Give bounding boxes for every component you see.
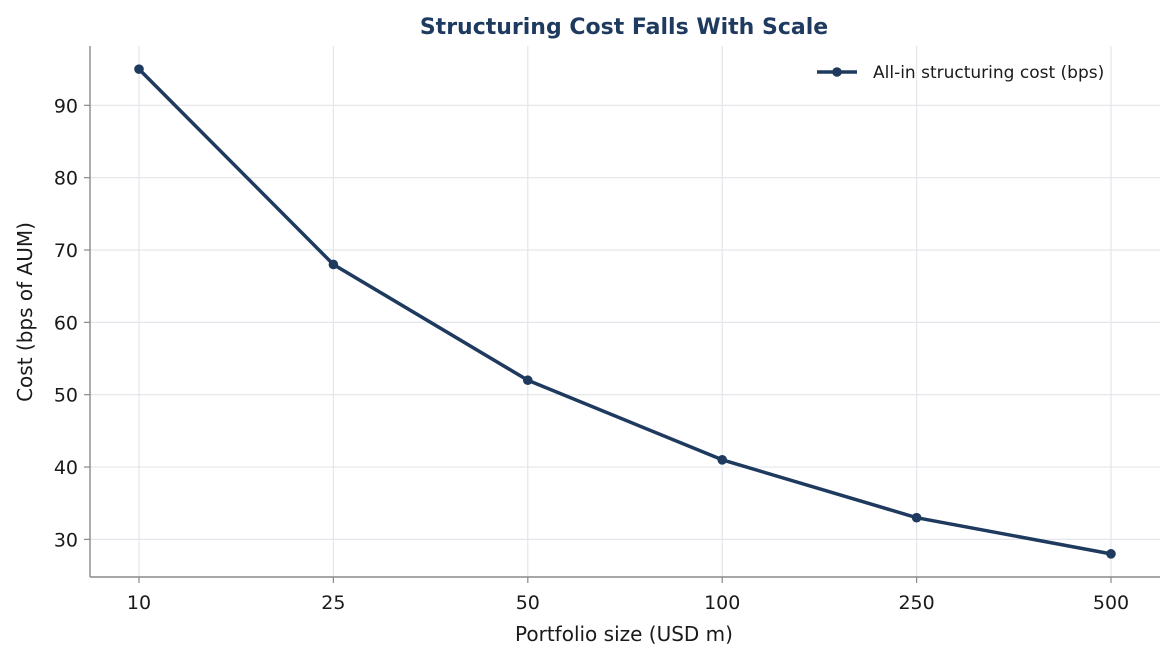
legend: All-in structuring cost (bps) bbox=[817, 63, 1104, 83]
data-point bbox=[717, 455, 727, 465]
legend-marker-swatch bbox=[832, 67, 842, 77]
x-axis-title: Portfolio size (USD m) bbox=[515, 622, 733, 646]
y-tick-label: 30 bbox=[54, 529, 78, 551]
data-point bbox=[328, 259, 339, 270]
y-tick-label: 90 bbox=[54, 95, 78, 117]
grid bbox=[90, 46, 1160, 577]
data-point bbox=[523, 375, 533, 386]
data-point bbox=[911, 512, 922, 523]
x-tick-label: 10 bbox=[127, 592, 151, 614]
x-tick-label: 100 bbox=[704, 592, 740, 614]
axes bbox=[89, 46, 1160, 578]
chart-title: Structuring Cost Falls With Scale bbox=[420, 15, 828, 40]
legend-label: All-in structuring cost (bps) bbox=[873, 63, 1104, 83]
x-tick-label: 250 bbox=[898, 592, 934, 614]
x-tick-label: 500 bbox=[1093, 592, 1129, 614]
x-tick-label: 25 bbox=[321, 592, 345, 614]
y-tick-label: 60 bbox=[54, 312, 78, 334]
series bbox=[134, 64, 1116, 559]
y-axis-title: Cost (bps of AUM) bbox=[13, 222, 37, 402]
y-tick-label: 70 bbox=[54, 240, 78, 262]
x-tick-label: 50 bbox=[516, 592, 540, 614]
data-point bbox=[1106, 549, 1116, 559]
y-tick-label: 40 bbox=[54, 457, 78, 479]
y-tick-label: 50 bbox=[54, 385, 78, 407]
y-tick-label: 80 bbox=[54, 168, 78, 190]
ticks: 10 25 50 100 250 500 30 40 50 60 70 80 90 bbox=[54, 95, 1129, 614]
data-point bbox=[134, 64, 144, 74]
series-line bbox=[137, 67, 1113, 556]
